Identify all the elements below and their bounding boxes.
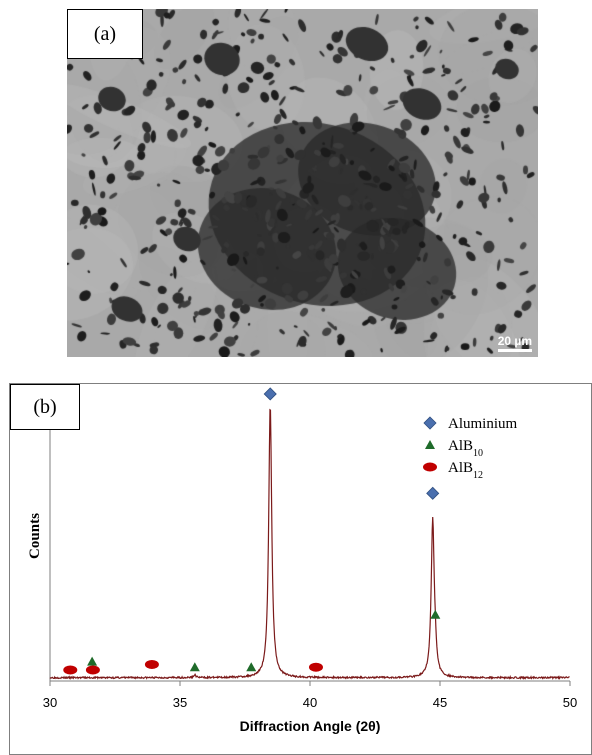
- legend-label-subscript: 10: [473, 448, 483, 459]
- aluminium-marker: [263, 387, 277, 401]
- legend-alb12-symbol: [423, 462, 437, 472]
- xrd-chart: 30 35 40 45 50 Diffraction Angle (2θ) Counts Al…: [27, 387, 577, 734]
- alb12-marker: [308, 662, 323, 672]
- legend-label: Aluminium: [448, 416, 518, 432]
- x-tick-label: 50: [563, 695, 577, 710]
- aluminium-marker: [426, 486, 440, 500]
- xrd-trace: [49, 408, 570, 680]
- xrd-panel: 30 35 40 45 50 Diffraction Angle (2θ) Counts Al…: [0, 383, 592, 755]
- alb12-marker: [85, 665, 100, 675]
- x-tick-label: 45: [433, 695, 447, 710]
- scale-bar-line: [497, 349, 532, 352]
- x-tick-label: 30: [43, 695, 57, 710]
- scale-bar-label: 20 µm: [497, 334, 532, 348]
- alb10-marker: [87, 656, 98, 666]
- alb10-marker: [430, 609, 441, 619]
- x-tick-label: 40: [303, 695, 317, 710]
- alb12-marker: [144, 659, 159, 669]
- legend-label-subscript: 12: [473, 470, 483, 481]
- scale-bar: 20 µm: [497, 334, 532, 352]
- panel-b-label: (b): [10, 384, 80, 430]
- panel-a-label: (a): [67, 9, 143, 59]
- x-tick-label: 35: [173, 695, 187, 710]
- y-axis-title: Counts: [27, 513, 43, 559]
- legend-label: AlB10: [448, 438, 483, 459]
- alb10-marker: [246, 662, 257, 672]
- legend-aluminium-symbol: [423, 416, 437, 430]
- micrograph-panel: (a) 20 µm: [67, 9, 538, 357]
- x-axis-title: Diffraction Angle (2θ): [240, 718, 381, 734]
- legend-label: AlB12: [448, 460, 483, 481]
- alb12-marker: [63, 665, 78, 675]
- alb10-marker: [189, 662, 200, 672]
- micrograph-image: [67, 9, 538, 357]
- legend-alb10-symbol: [425, 440, 435, 449]
